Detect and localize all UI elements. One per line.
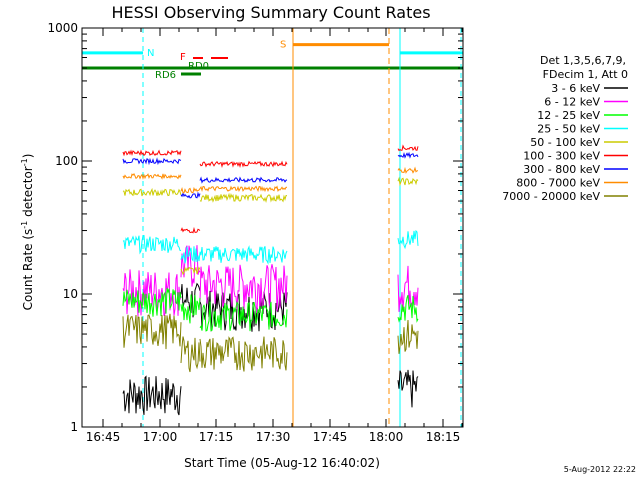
series-line xyxy=(180,336,201,373)
series-line xyxy=(180,266,201,276)
y-axis-label: Count Rate (s-1 detector-1) xyxy=(20,154,35,311)
x-tick-label: 16:45 xyxy=(86,430,121,444)
legend-label: 12 - 25 keV xyxy=(537,109,600,122)
legend: Det 1,3,5,6,7,9, FDecim 1, Att 0 3 - 6 k… xyxy=(502,54,628,203)
y-axis-label-sup2: -1 xyxy=(20,158,29,166)
legend-label: 3 - 6 keV xyxy=(551,82,600,95)
legend-header-1: Det 1,3,5,6,7,9, xyxy=(540,54,626,67)
series-line xyxy=(180,294,201,324)
y-tick-label: 1000 xyxy=(47,21,78,35)
y-tick-label: 10 xyxy=(63,287,78,301)
y-tick-label: 1 xyxy=(70,420,78,434)
night-marker-label: N xyxy=(147,48,154,59)
series-line xyxy=(199,176,288,184)
x-tick-label: 17:15 xyxy=(199,430,234,444)
legend-label: 300 - 800 keV xyxy=(523,163,600,176)
series-line xyxy=(122,313,182,350)
series-line xyxy=(397,369,419,408)
y-axis-label-end: ) xyxy=(21,154,35,159)
series-line xyxy=(180,245,201,287)
x-axis: 16:45 17:00 17:15 17:30 17:45 18:00 18:15 xyxy=(86,28,463,444)
y-axis-label-main: Count Rate (s xyxy=(21,229,35,311)
x-tick-label: 17:00 xyxy=(143,430,178,444)
series-line xyxy=(397,166,419,174)
chart-title: HESSI Observing Summary Count Rates xyxy=(111,3,430,22)
series-line xyxy=(122,149,182,157)
flare-marker-label: F xyxy=(180,52,186,63)
series-line xyxy=(199,264,288,314)
series-line xyxy=(122,375,182,416)
series-line xyxy=(397,151,419,159)
series-line xyxy=(180,191,201,199)
series-line xyxy=(180,246,201,264)
series-line xyxy=(397,294,419,323)
x-tick-label: 17:45 xyxy=(313,430,348,444)
series-line xyxy=(122,235,182,255)
series-line xyxy=(199,185,288,193)
y-axis-label-mid: detector xyxy=(21,166,35,221)
series-line xyxy=(397,144,419,152)
series-line xyxy=(122,157,182,166)
x-tick-label: 18:00 xyxy=(369,430,404,444)
x-tick-label: 17:30 xyxy=(256,430,291,444)
rd0-marker-label: RD0 xyxy=(188,61,209,72)
legend-label: 7000 - 20000 keV xyxy=(502,190,600,203)
series-line xyxy=(122,187,182,197)
series-line xyxy=(122,287,182,317)
legend-header-2: FDecim 1, Att 0 xyxy=(543,68,628,81)
series-line xyxy=(397,176,419,187)
series-line xyxy=(122,172,182,180)
series-line xyxy=(397,319,419,354)
series-line xyxy=(397,265,419,312)
y-axis-label-sup1: -1 xyxy=(20,221,29,229)
legend-label: 800 - 7000 keV xyxy=(516,177,600,190)
x-axis-label: Start Time (05-Aug-12 16:40:02) xyxy=(184,456,380,470)
series-line xyxy=(199,160,288,169)
series-line xyxy=(199,301,288,332)
legend-label: 50 - 100 keV xyxy=(530,136,600,149)
y-tick-label: 100 xyxy=(55,154,78,168)
series-line xyxy=(397,229,419,250)
x-tick-label: 18:15 xyxy=(426,430,461,444)
timestamp-stamp: 5-Aug-2012 22:22 xyxy=(564,465,636,474)
y-axis: 1 10 100 1000 xyxy=(47,21,463,434)
legend-label: 25 - 50 keV xyxy=(537,123,600,136)
legend-label: 100 - 300 keV xyxy=(523,150,600,163)
series-line xyxy=(199,336,288,372)
series-line xyxy=(180,186,201,194)
rd6-marker-label: RD6 xyxy=(155,70,176,81)
series-line xyxy=(180,226,201,234)
series-line xyxy=(199,245,288,265)
saa-marker-label: S xyxy=(280,40,286,51)
legend-label: 6 - 12 keV xyxy=(544,96,600,109)
series-line xyxy=(199,192,287,204)
